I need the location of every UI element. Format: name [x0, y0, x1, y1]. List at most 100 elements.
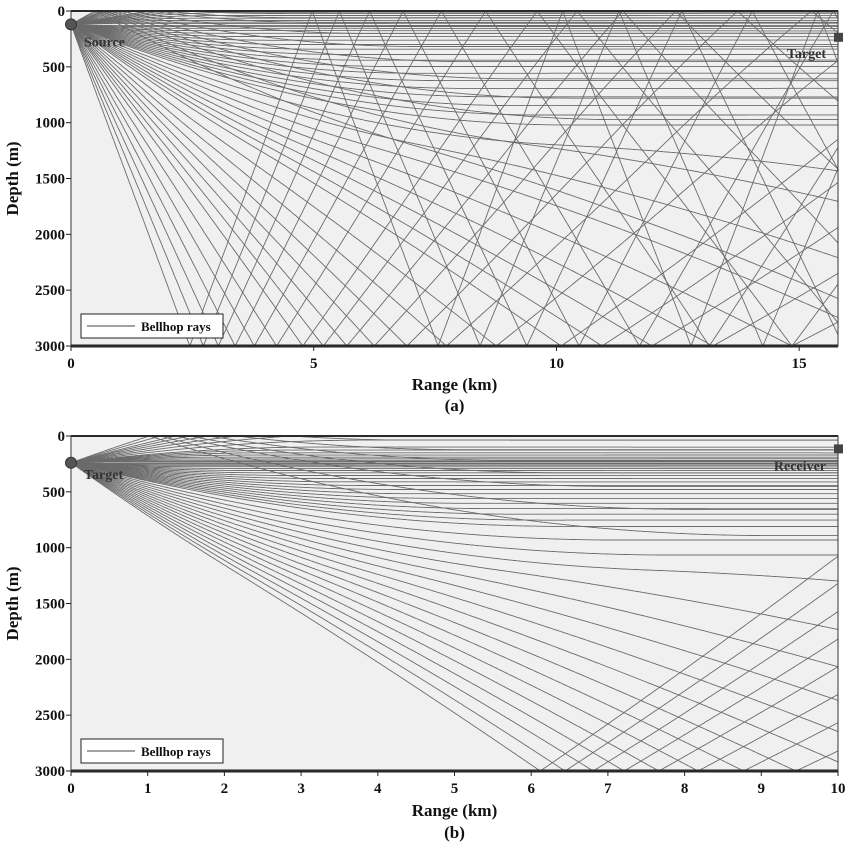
ray-path	[71, 23, 838, 29]
ray-path	[71, 24, 838, 346]
ray-path	[71, 462, 838, 468]
x-tick-label: 2	[221, 781, 229, 797]
ray-path	[71, 23, 838, 82]
ray-path	[71, 462, 838, 527]
ray-path	[71, 462, 838, 771]
ray-path	[71, 11, 838, 346]
ray-path	[71, 462, 838, 771]
ray-path	[71, 462, 838, 466]
ray-path	[71, 11, 838, 80]
ray-path	[71, 462, 838, 521]
x-tick-label: 0	[67, 356, 75, 372]
ray-path	[71, 462, 838, 541]
y-tick-label: 2000	[35, 227, 65, 243]
ray-path	[71, 23, 838, 259]
ray-path	[71, 11, 838, 346]
ray-path	[71, 452, 838, 464]
y-tick-label: 1500	[35, 597, 65, 613]
ray-path	[71, 462, 838, 771]
ray-path	[71, 459, 838, 464]
ray-path	[71, 462, 838, 771]
ray-path	[71, 24, 838, 346]
x-axis-label: Range (km)	[412, 375, 497, 394]
x-tick-label: 10	[549, 356, 564, 372]
ray-path	[71, 23, 838, 46]
ray-path	[71, 23, 838, 28]
ray-path	[71, 11, 838, 346]
panel-label: (a)	[445, 396, 465, 415]
y-tick-label: 3000	[35, 339, 65, 355]
target-marker	[834, 32, 843, 42]
ray-path	[71, 11, 838, 346]
ray-path	[71, 462, 838, 504]
y-tick-label: 1000	[35, 116, 65, 132]
ray-path	[71, 23, 838, 126]
target-label: Receiver	[774, 459, 826, 474]
ray-path	[71, 436, 838, 510]
ray-path	[71, 439, 838, 464]
x-tick-label: 6	[527, 781, 535, 797]
ray-path	[71, 23, 838, 41]
panel-label: (b)	[444, 823, 465, 842]
y-axis-label: Depth (m)	[3, 141, 22, 215]
ray-path	[71, 21, 838, 25]
y-tick-label: 500	[43, 485, 66, 501]
ray-path	[71, 23, 838, 89]
y-tick-label: 2000	[35, 652, 65, 668]
ray-path	[71, 17, 838, 25]
plot-area	[71, 436, 838, 771]
x-tick-label: 10	[831, 781, 846, 797]
ray-path	[71, 458, 838, 464]
ray-path	[71, 460, 838, 464]
y-tick-label: 3000	[35, 764, 65, 780]
ray-path	[71, 462, 838, 479]
y-tick-label: 1500	[35, 172, 65, 188]
ray-path	[71, 462, 838, 771]
ray-path	[71, 449, 838, 464]
ray-path	[71, 462, 838, 771]
x-axis-label: Range (km)	[412, 801, 497, 820]
ray-group	[71, 436, 838, 771]
ray-path	[71, 462, 838, 510]
ray-path	[71, 23, 838, 50]
ray-path	[71, 462, 838, 477]
ray-path	[71, 23, 838, 107]
ray-path	[71, 462, 838, 474]
ray-path	[71, 462, 838, 515]
ray-path	[71, 11, 838, 25]
ray-path	[71, 462, 838, 556]
source-label: Source	[84, 35, 125, 50]
y-tick-label: 2500	[35, 708, 65, 724]
y-tick-label: 2500	[35, 283, 65, 299]
ray-path	[71, 23, 838, 74]
source-label: Target	[84, 468, 123, 483]
ray-path	[71, 23, 838, 27]
ray-group	[71, 11, 838, 346]
y-axis-label: Depth (m)	[3, 566, 22, 640]
ray-path	[71, 11, 838, 346]
ray-path	[71, 446, 838, 464]
ray-path	[71, 462, 838, 486]
x-tick-label: 3	[297, 781, 305, 797]
x-tick-label: 1	[144, 781, 152, 797]
source-marker	[65, 18, 77, 31]
ray-path	[71, 22, 838, 25]
ray-path	[71, 462, 838, 733]
ray-path	[71, 11, 838, 63]
x-tick-label: 7	[604, 781, 612, 797]
ray-path	[71, 19, 838, 25]
ray-path	[71, 15, 838, 25]
ray-path	[71, 23, 838, 116]
ray-path	[71, 462, 838, 771]
ray-path	[71, 436, 838, 537]
x-tick-label: 9	[758, 781, 766, 797]
ray-path	[71, 454, 838, 464]
panel-b: 0 1 2 3 4 5 6 7 8 9 10 0 500 1000 1500 2000 2500 3000 Rang…	[3, 429, 846, 842]
y-tick-label: 500	[43, 60, 66, 76]
ray-path	[71, 23, 838, 172]
ray-path	[71, 462, 838, 763]
panel-a: 0 5 10 15 0 500 1000 1500 2000 2500 3000 Range (km)…	[3, 4, 843, 415]
x-tick-label: 8	[681, 781, 689, 797]
ray-path	[71, 11, 838, 121]
ray-path	[71, 456, 838, 464]
